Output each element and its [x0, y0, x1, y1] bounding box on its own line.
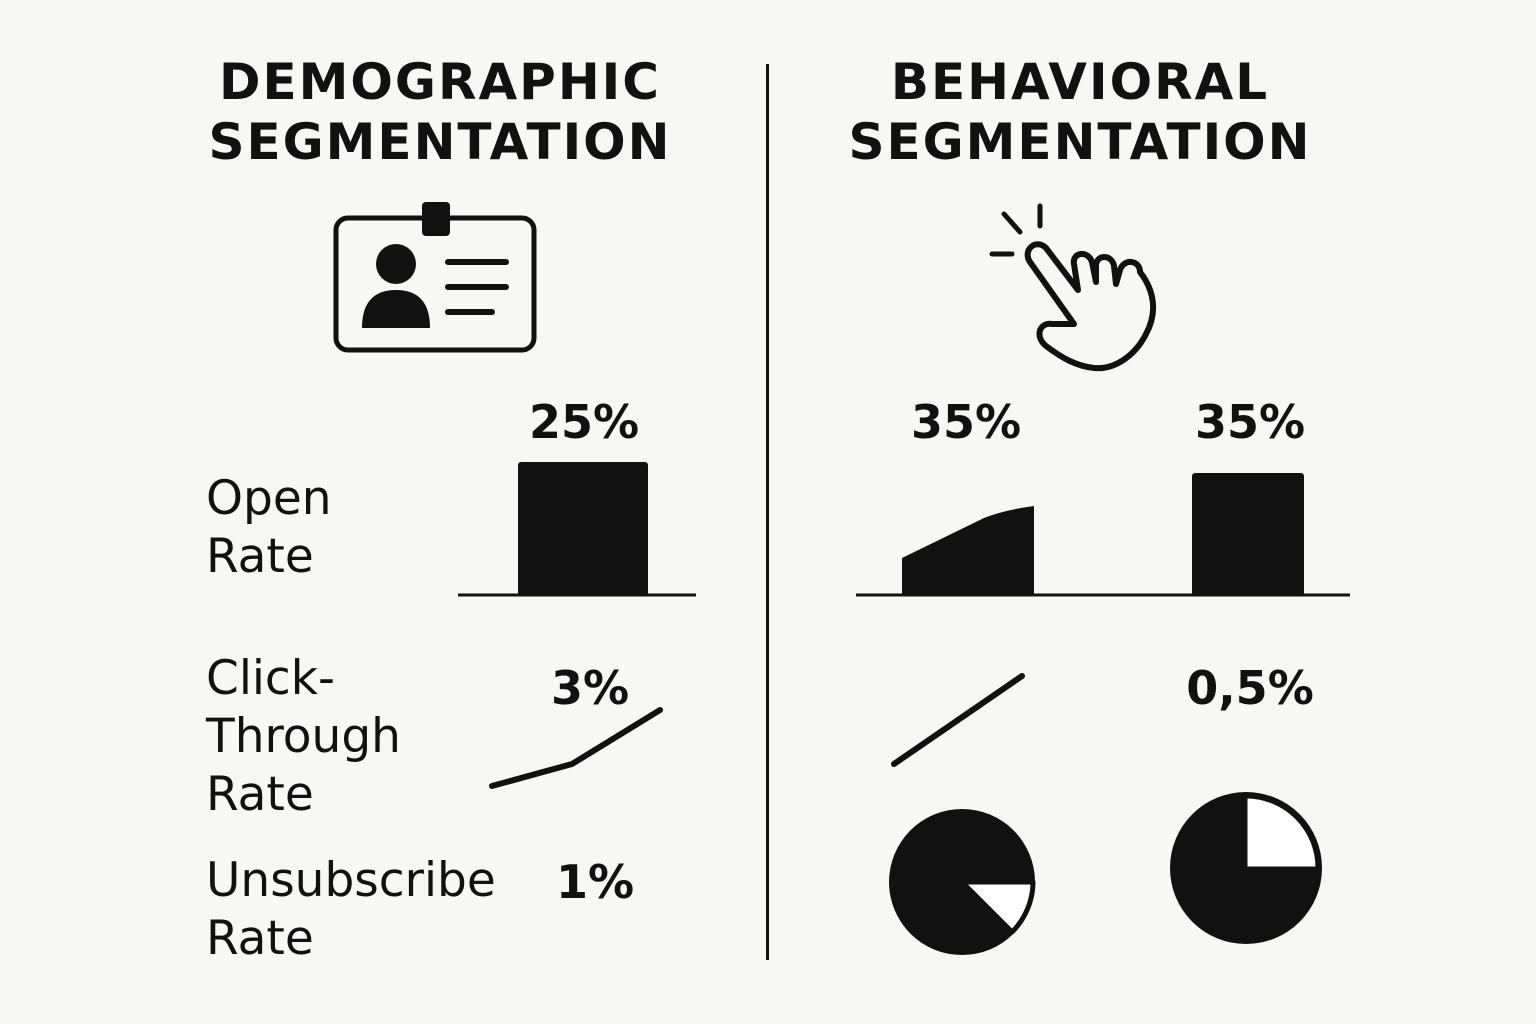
unsubscribe-label-line2: Rate [206, 911, 314, 966]
panel-divider [766, 64, 769, 960]
behavioral-pie-b [1170, 792, 1322, 944]
ctr-label-line2: Through [206, 709, 401, 764]
open-rate-label-line2: Rate [206, 529, 314, 584]
unsubscribe-label: Unsubscribe Rate [206, 852, 496, 968]
behavioral-pie-a [889, 809, 1036, 955]
open-rate-label: Open Rate [206, 470, 332, 586]
ctr-value: 3% [550, 661, 630, 715]
ctr-label: Click- Through Rate [206, 650, 401, 824]
unsubscribe-value: 1% [555, 855, 635, 909]
left-panel: DEMOGRAPHIC SEGMENTATION Open Rate 25% C… [0, 0, 766, 1024]
right-panel: BEHAVIORAL SEGMENTATION 35% 35% 0,5% [770, 0, 1536, 1024]
left-title-line2: SEGMENTATION [208, 113, 672, 171]
behavioral-open-rate-bar [1192, 473, 1304, 596]
open-rate-bar [518, 462, 648, 596]
behavioral-open-rate-chart [856, 473, 1350, 597]
right-title-line2: SEGMENTATION [848, 113, 1312, 171]
ctr-label-line3: Rate [206, 767, 314, 822]
behavioral-open-rate-a-value: 35% [910, 395, 1022, 449]
unsubscribe-label-line1: Unsubscribe [206, 853, 496, 908]
behavioral-ctr-line [891, 673, 1025, 767]
behavioral-click-value: 0,5% [1186, 661, 1314, 715]
behavioral-pie-b-slice [1244, 795, 1319, 870]
left-title-line1: DEMOGRAPHIC [219, 53, 661, 111]
pointing-hand-click-icon [989, 203, 1157, 372]
id-badge-icon [333, 202, 537, 353]
left-title: DEMOGRAPHIC SEGMENTATION [170, 52, 710, 172]
behavioral-open-rate-b-value: 35% [1194, 395, 1306, 449]
ctr-label-line1: Click- [206, 651, 335, 706]
right-title: BEHAVIORAL SEGMENTATION [810, 52, 1350, 172]
open-rate-value: 25% [528, 395, 640, 449]
open-rate-bar-chart [458, 462, 696, 597]
behavioral-open-rate-area [902, 506, 1034, 596]
behavioral-pie-a-slice [959, 879, 1036, 935]
right-title-line1: BEHAVIORAL [890, 53, 1270, 111]
ctr-trend-line [489, 707, 663, 789]
open-rate-label-line1: Open [206, 471, 332, 526]
